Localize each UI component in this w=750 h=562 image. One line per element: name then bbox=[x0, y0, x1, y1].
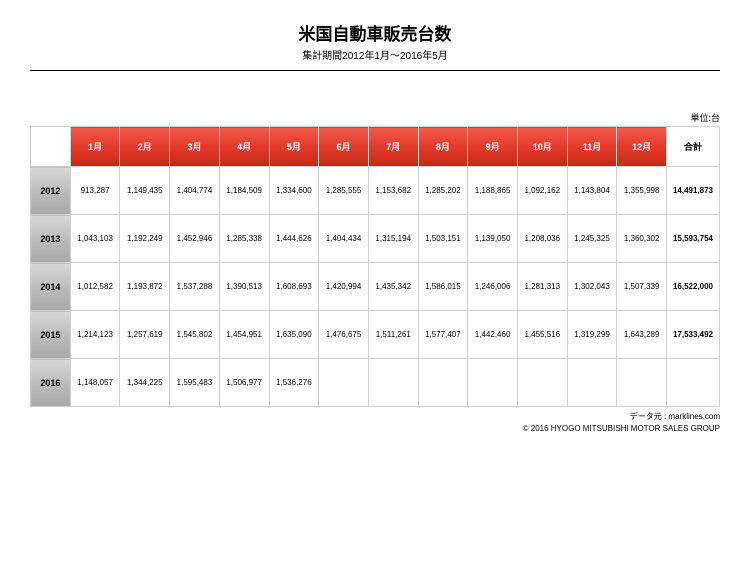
total-cell: 14,491,873 bbox=[667, 167, 720, 215]
value-cell: 1,643,289 bbox=[617, 311, 667, 359]
value-cell: 1,545,802 bbox=[170, 311, 220, 359]
value-cell: 1,315,194 bbox=[368, 215, 418, 263]
value-cell: 1,586,015 bbox=[418, 263, 468, 311]
value-cell: 1,188,865 bbox=[468, 167, 518, 215]
month-header: 5月 bbox=[269, 127, 319, 167]
value-cell: 1,245,325 bbox=[567, 215, 617, 263]
value-cell: 1,455,516 bbox=[517, 311, 567, 359]
value-cell bbox=[617, 359, 667, 407]
value-cell: 1,139,050 bbox=[468, 215, 518, 263]
value-cell: 1,281,313 bbox=[517, 263, 567, 311]
value-cell: 1,257,619 bbox=[120, 311, 170, 359]
total-cell: 16,522,000 bbox=[667, 263, 720, 311]
value-cell bbox=[368, 359, 418, 407]
month-header: 1月 bbox=[70, 127, 120, 167]
value-cell: 1,334,600 bbox=[269, 167, 319, 215]
value-cell: 1,390,513 bbox=[219, 263, 269, 311]
month-header: 8月 bbox=[418, 127, 468, 167]
value-cell: 1,355,998 bbox=[617, 167, 667, 215]
value-cell bbox=[468, 359, 518, 407]
value-cell bbox=[567, 359, 617, 407]
value-cell: 1,192,249 bbox=[120, 215, 170, 263]
value-cell: 1,536,276 bbox=[269, 359, 319, 407]
value-cell: 1,577,407 bbox=[418, 311, 468, 359]
value-cell: 913,287 bbox=[70, 167, 120, 215]
total-cell bbox=[667, 359, 720, 407]
year-cell: 2013 bbox=[31, 215, 71, 263]
value-cell bbox=[517, 359, 567, 407]
value-cell: 1,404,774 bbox=[170, 167, 220, 215]
value-cell: 1,208,036 bbox=[517, 215, 567, 263]
year-cell: 2016 bbox=[31, 359, 71, 407]
month-header: 9月 bbox=[468, 127, 518, 167]
month-header: 10月 bbox=[517, 127, 567, 167]
value-cell: 1,595,483 bbox=[170, 359, 220, 407]
value-cell bbox=[319, 359, 369, 407]
page-subtitle: 集計期間2012年1月〜2016年5月 bbox=[30, 47, 720, 62]
table-row: 20131,043,1031,192,2491,452,9461,285,338… bbox=[31, 215, 720, 263]
month-header: 6月 bbox=[319, 127, 369, 167]
total-cell: 17,533,492 bbox=[667, 311, 720, 359]
footer-copyright: © 2016 HYOGO MITSUBISHI MOTOR SALES GROU… bbox=[30, 423, 720, 435]
value-cell: 1,246,006 bbox=[468, 263, 518, 311]
value-cell: 1,444,626 bbox=[269, 215, 319, 263]
month-header: 2月 bbox=[120, 127, 170, 167]
value-cell: 1,420,994 bbox=[319, 263, 369, 311]
value-cell: 1,454,951 bbox=[219, 311, 269, 359]
value-cell: 1,635,090 bbox=[269, 311, 319, 359]
value-cell: 1,511,261 bbox=[368, 311, 418, 359]
value-cell: 1,319,299 bbox=[567, 311, 617, 359]
month-header: 12月 bbox=[617, 127, 667, 167]
header-row: 1月 2月 3月 4月 5月 6月 7月 8月 9月 10月 11月 12月 合… bbox=[31, 127, 720, 167]
value-cell: 1,012,582 bbox=[70, 263, 120, 311]
value-cell: 1,285,202 bbox=[418, 167, 468, 215]
footer: データ元 : marklines.com © 2016 HYOGO MITSUB… bbox=[30, 411, 720, 435]
value-cell: 1,092,162 bbox=[517, 167, 567, 215]
total-header: 合計 bbox=[667, 127, 720, 167]
table-row: 20141,012,5821,193,8721,537,2881,390,513… bbox=[31, 263, 720, 311]
year-cell: 2014 bbox=[31, 263, 71, 311]
value-cell: 1,442,460 bbox=[468, 311, 518, 359]
value-cell: 1,344,225 bbox=[120, 359, 170, 407]
table-row: 2012913,2871,149,4351,404,7741,184,5091,… bbox=[31, 167, 720, 215]
page-title: 米国自動車販売台数 bbox=[30, 20, 720, 45]
value-cell: 1,043,103 bbox=[70, 215, 120, 263]
year-cell: 2012 bbox=[31, 167, 71, 215]
value-cell: 1,452,946 bbox=[170, 215, 220, 263]
value-cell bbox=[418, 359, 468, 407]
value-cell: 1,193,872 bbox=[120, 263, 170, 311]
month-header: 3月 bbox=[170, 127, 220, 167]
month-header: 11月 bbox=[567, 127, 617, 167]
value-cell: 1,153,682 bbox=[368, 167, 418, 215]
divider bbox=[30, 70, 720, 71]
month-header: 4月 bbox=[219, 127, 269, 167]
value-cell: 1,184,509 bbox=[219, 167, 269, 215]
value-cell: 1,143,804 bbox=[567, 167, 617, 215]
value-cell: 1,360,302 bbox=[617, 215, 667, 263]
value-cell: 1,214,123 bbox=[70, 311, 120, 359]
value-cell: 1,149,435 bbox=[120, 167, 170, 215]
value-cell: 1,302,043 bbox=[567, 263, 617, 311]
value-cell: 1,285,555 bbox=[319, 167, 369, 215]
value-cell: 1,608,693 bbox=[269, 263, 319, 311]
sales-table: 1月 2月 3月 4月 5月 6月 7月 8月 9月 10月 11月 12月 合… bbox=[30, 126, 720, 407]
value-cell: 1,404,434 bbox=[319, 215, 369, 263]
unit-label: 単位:台 bbox=[30, 111, 720, 124]
corner-cell bbox=[31, 127, 71, 167]
table-row: 20161,148,0571,344,2251,595,4831,506,977… bbox=[31, 359, 720, 407]
value-cell: 1,285,338 bbox=[219, 215, 269, 263]
value-cell: 1,476,675 bbox=[319, 311, 369, 359]
total-cell: 15,593,754 bbox=[667, 215, 720, 263]
month-header: 7月 bbox=[368, 127, 418, 167]
footer-source: データ元 : marklines.com bbox=[30, 411, 720, 423]
value-cell: 1,537,288 bbox=[170, 263, 220, 311]
value-cell: 1,503,151 bbox=[418, 215, 468, 263]
value-cell: 1,148,057 bbox=[70, 359, 120, 407]
table-row: 20151,214,1231,257,6191,545,8021,454,951… bbox=[31, 311, 720, 359]
year-cell: 2015 bbox=[31, 311, 71, 359]
value-cell: 1,506,977 bbox=[219, 359, 269, 407]
value-cell: 1,435,342 bbox=[368, 263, 418, 311]
value-cell: 1,507,339 bbox=[617, 263, 667, 311]
